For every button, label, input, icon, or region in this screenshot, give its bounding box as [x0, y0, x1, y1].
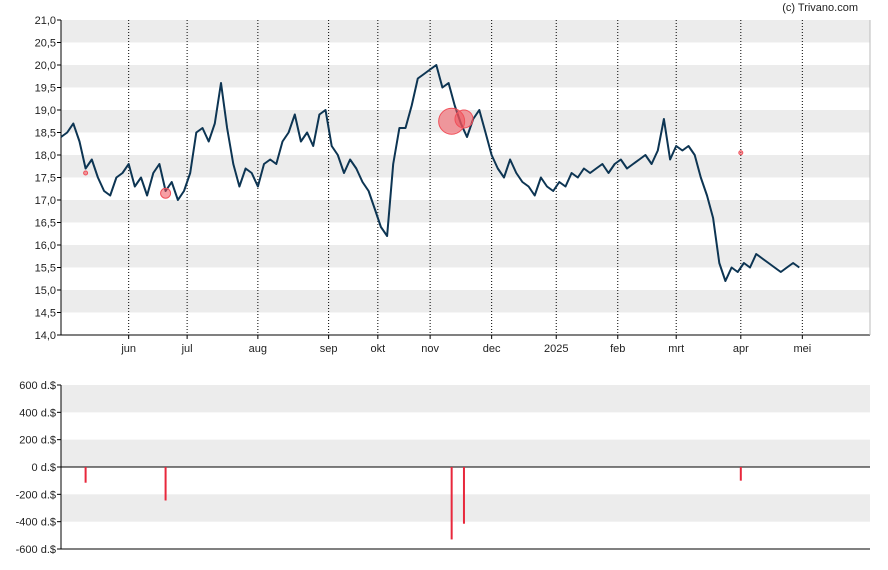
y-tick-label: 16,0: [35, 240, 56, 252]
transaction-marker: [454, 109, 474, 129]
main-band: [61, 290, 870, 313]
sub-band: [61, 385, 870, 413]
transaction-bar: [450, 467, 453, 540]
x-tick-label: feb: [610, 343, 625, 355]
main-band: [61, 155, 870, 178]
x-tick-label: dec: [483, 343, 501, 355]
main-band: [61, 65, 870, 88]
y-tick-label: 19,0: [35, 105, 56, 117]
x-tick-label: mei: [793, 343, 811, 355]
main-band: [61, 200, 870, 223]
y-tick-label: 18,0: [35, 150, 56, 162]
y-tick-label: 16,5: [35, 218, 56, 230]
transaction-bar: [462, 467, 465, 524]
sub-bars: [84, 467, 742, 540]
main-markers: [83, 107, 744, 199]
y-tick-label: 17,5: [35, 173, 56, 185]
main-x-ticks: jun jul aug sep okt nov dec 2025 feb mrt apr mei: [120, 335, 811, 355]
transaction-bar: [84, 467, 87, 483]
main-bands: [61, 20, 870, 313]
x-tick-label: sep: [320, 343, 338, 355]
x-tick-label: mrt: [668, 343, 684, 355]
y-tick-label: 20,5: [35, 38, 56, 50]
y-tick-label: 14,5: [35, 308, 56, 320]
sub-y-tick-label: 400 d.$: [19, 407, 56, 419]
sub-bands: [61, 385, 870, 522]
transaction-bar: [739, 467, 742, 481]
main-band: [61, 20, 870, 43]
sub-y-tick-label: -600 d.$: [16, 544, 56, 556]
sub-band: [61, 439, 870, 467]
y-tick-label: 20,0: [35, 60, 56, 72]
sub-band: [61, 494, 870, 522]
x-tick-label: okt: [370, 343, 385, 355]
transaction-marker: [83, 170, 89, 176]
y-tick-label: 14,0: [35, 330, 56, 342]
transaction-marker: [738, 150, 744, 156]
y-tick-label: 19,5: [35, 83, 56, 95]
main-price-line: [60, 64, 800, 282]
credit-label: (c) Trivano.com: [782, 2, 858, 14]
transaction-bar: [164, 467, 167, 501]
x-tick-label: 2025: [544, 343, 568, 355]
x-tick-label: jul: [181, 343, 193, 355]
x-tick-label: apr: [733, 343, 749, 355]
sub-y-tick-label: -200 d.$: [16, 489, 56, 501]
x-tick-label: jun: [120, 343, 136, 355]
y-tick-label: 18,5: [35, 128, 56, 140]
sub-y-tick-label: -400 d.$: [16, 517, 56, 529]
sub-y-ticks: 600 d.$ 400 d.$ 200 d.$ 0 d.$ -200 d.$ -400 d…: [16, 380, 61, 556]
main-y-ticks: 14,0 14,5 15,0 15,5 16,0 16,5 17,0 17,5 18,0 18,5…: [35, 15, 61, 342]
y-tick-label: 15,5: [35, 263, 56, 275]
y-tick-label: 15,0: [35, 285, 56, 297]
sub-y-tick-label: 600 d.$: [19, 380, 56, 392]
y-tick-label: 21,0: [35, 15, 56, 27]
main-band: [61, 245, 870, 268]
price-series-line: [60, 64, 800, 282]
x-tick-label: aug: [249, 343, 267, 355]
y-tick-label: 17,0: [35, 195, 56, 207]
sub-y-tick-label: 0 d.$: [32, 462, 56, 474]
transaction-marker: [160, 187, 172, 199]
x-tick-label: nov: [421, 343, 439, 355]
sub-y-tick-label: 200 d.$: [19, 435, 56, 447]
